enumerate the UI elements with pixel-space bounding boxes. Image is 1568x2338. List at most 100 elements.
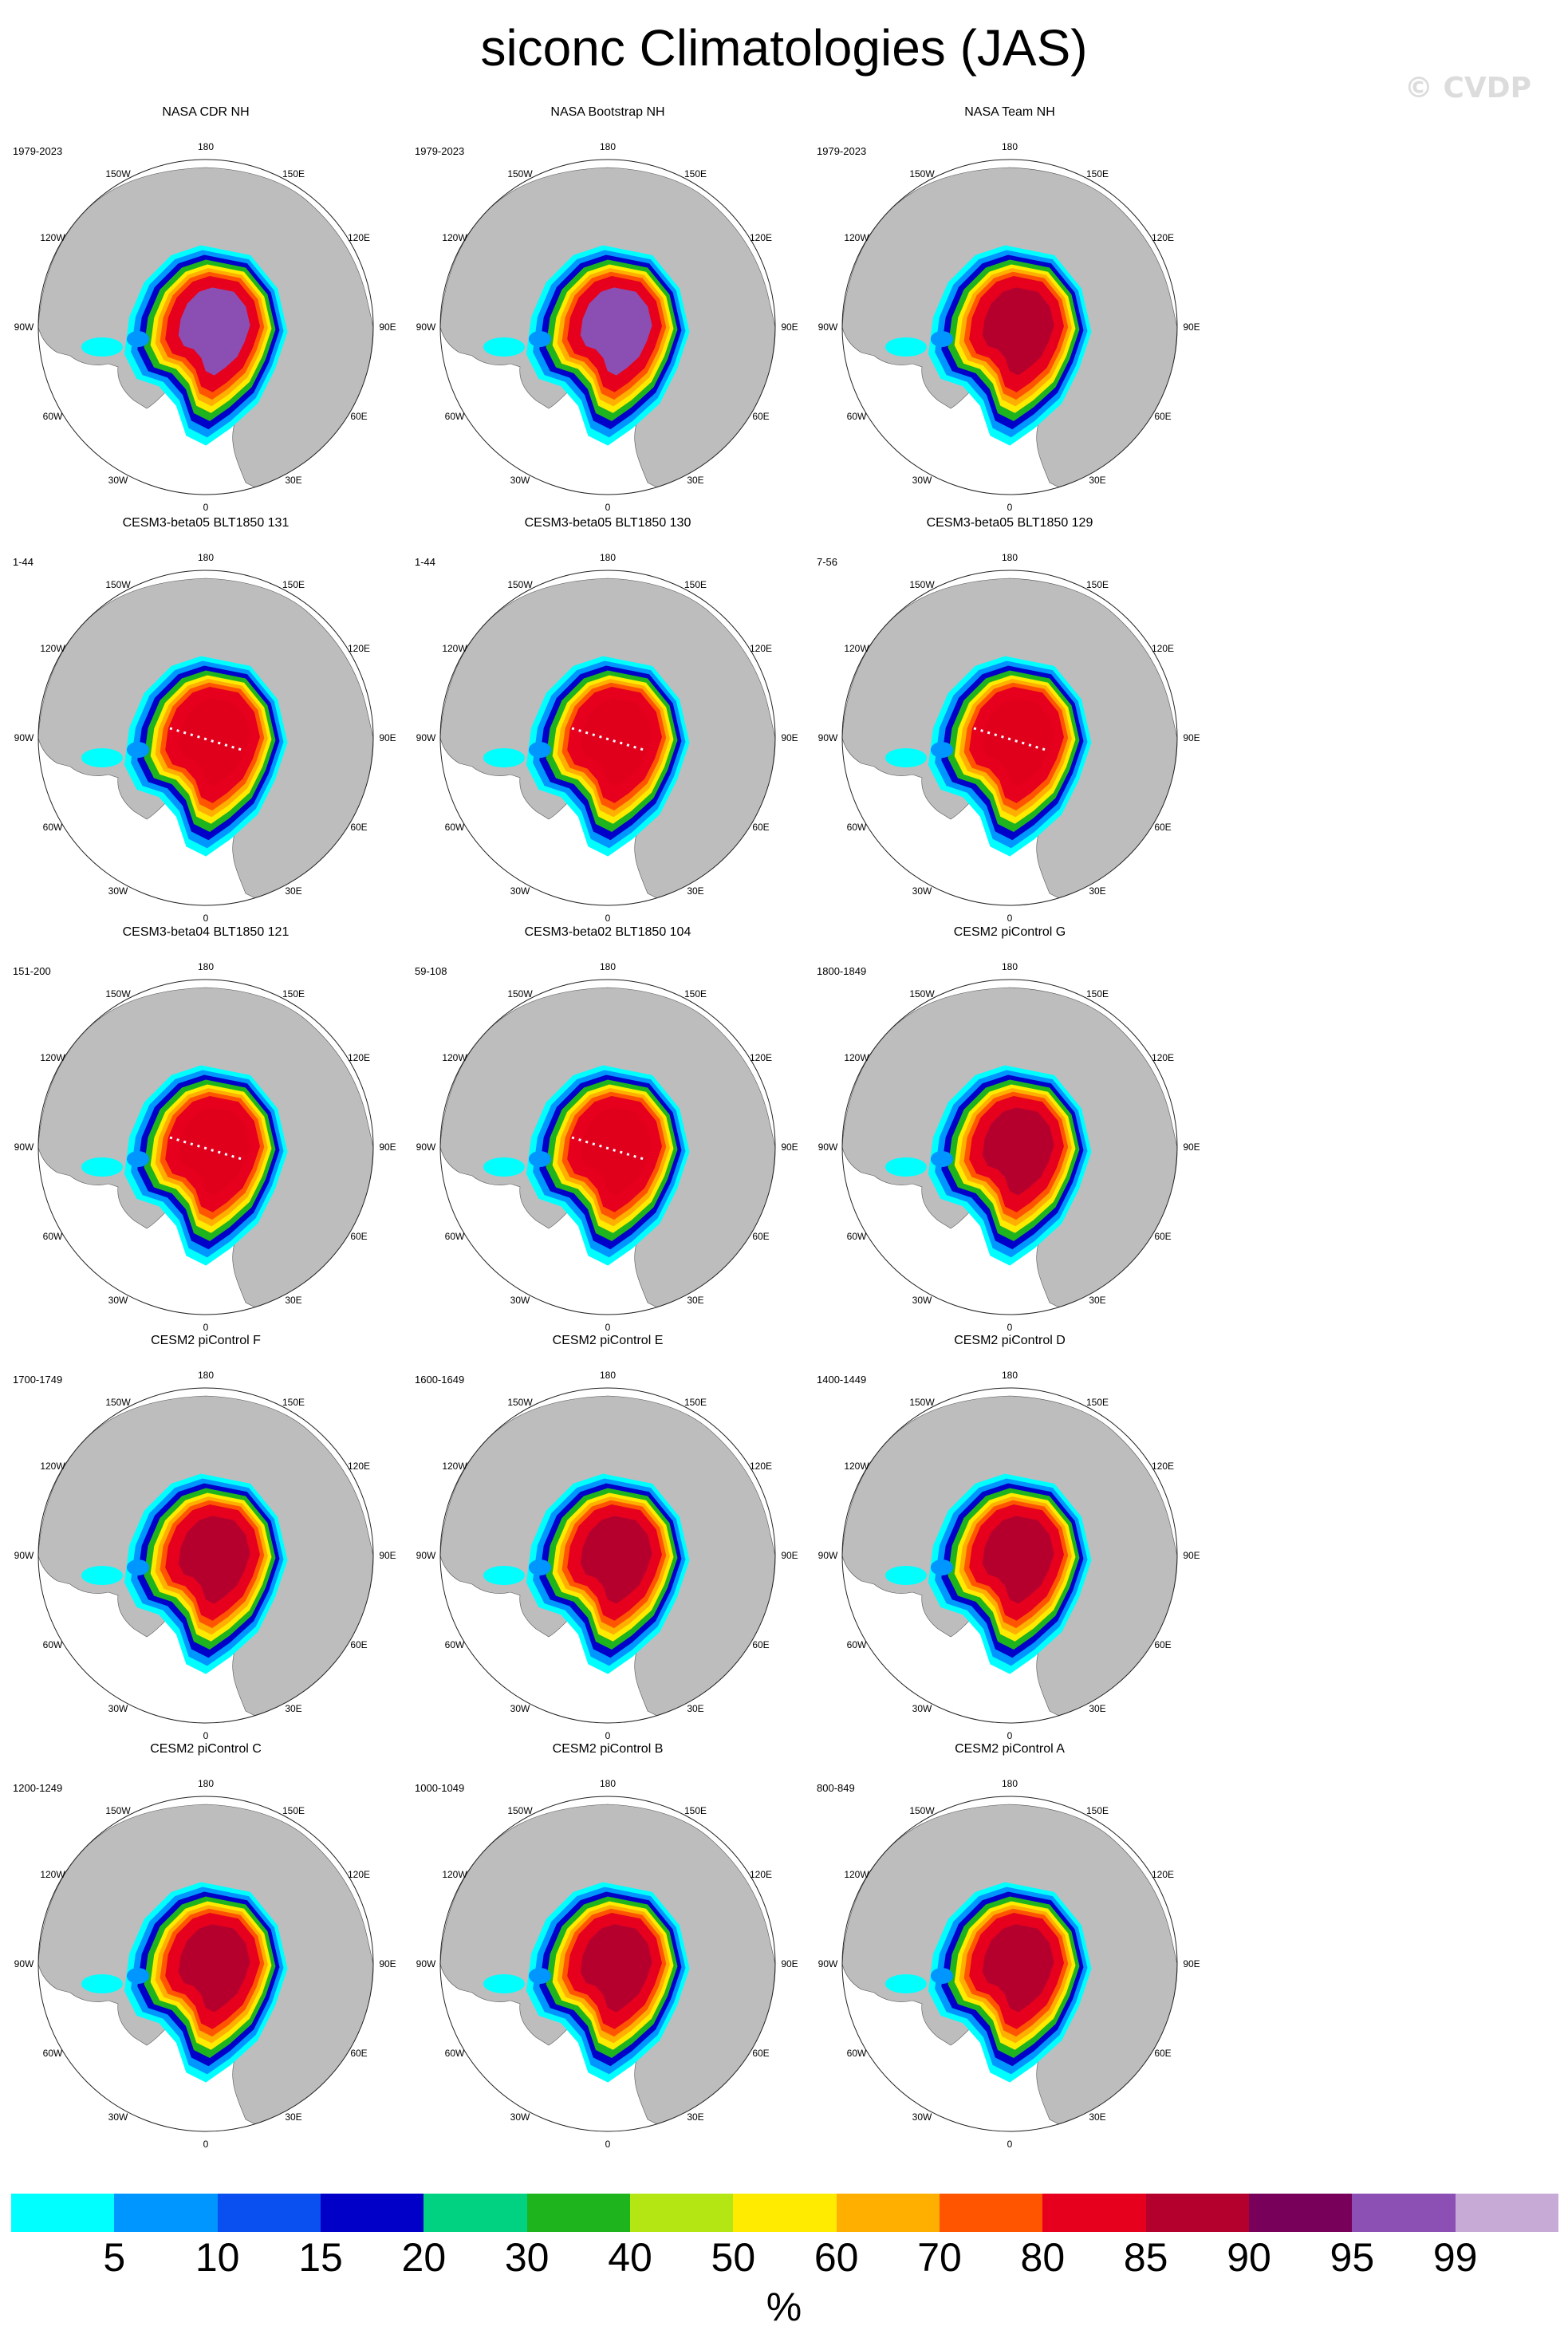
polar-map: [37, 1387, 374, 1724]
longitude-label: 60E: [350, 822, 368, 833]
map-border: [841, 1387, 1178, 1724]
longitude-label: 90W: [14, 1550, 34, 1561]
colorbar-swatch: [424, 2194, 527, 2232]
colorbar: [11, 2194, 1558, 2232]
colorbar-tick: 99: [1432, 2235, 1478, 2280]
longitude-label: 180: [599, 1370, 617, 1381]
longitude-label: 90W: [14, 732, 34, 743]
longitude-label: 120E: [347, 1052, 371, 1063]
longitude-label: 90W: [14, 321, 34, 333]
panel-period-label: 1200-1249: [13, 1782, 63, 1794]
panel-title: CESM2 piControl F: [151, 1334, 261, 1347]
map-content: [440, 160, 775, 495]
polar-map: [37, 979, 374, 1315]
ice-core: [580, 1107, 652, 1196]
map-panel: CESM3-beta05 BLT1850 130 1-44 180 0 150W 150E…: [408, 516, 807, 924]
ice-core: [982, 1107, 1054, 1196]
longitude-label: 0: [605, 1322, 611, 1333]
longitude-label: 120W: [442, 232, 467, 243]
map-border: [439, 159, 776, 495]
transect-line: [571, 727, 644, 751]
longitude-label: 180: [197, 1778, 215, 1789]
longitude-label: 120W: [844, 1461, 869, 1472]
map-content: [842, 1388, 1177, 1723]
longitude-label: 30E: [285, 1703, 302, 1714]
ice-patch: [81, 1157, 123, 1177]
longitude-label: 60W: [846, 411, 867, 422]
colorbar-swatch: [1455, 2194, 1558, 2232]
longitude-label: 120W: [40, 643, 65, 654]
ice-patch: [885, 1566, 927, 1585]
ice-patch: [529, 1559, 551, 1575]
longitude-label: 180: [197, 1370, 215, 1381]
longitude-label: 120E: [749, 232, 773, 243]
longitude-label: 150W: [909, 168, 935, 179]
longitude-label: 180: [1001, 552, 1018, 563]
map-panel: NASA CDR NH 1979-2023 180 0 150W 150E 120W 120E…: [6, 105, 405, 513]
longitude-label: 30W: [510, 1295, 530, 1306]
colorbar-tick: 20: [401, 2235, 447, 2280]
colorbar-tick: 60: [814, 2235, 859, 2280]
map-border: [841, 1796, 1178, 2132]
longitude-label: 90E: [379, 1141, 396, 1153]
transect-line: [169, 727, 242, 751]
longitude-label: 150W: [105, 579, 131, 590]
longitude-label: 60W: [42, 2048, 63, 2059]
colorbar-tick-labels: 5 10 15 20 30 40 50 60 70 80 85 90 95 99: [11, 2234, 1558, 2281]
panel-period-label: 1-44: [13, 556, 34, 568]
longitude-label: 120E: [1151, 643, 1175, 654]
longitude-label: 120W: [442, 643, 467, 654]
colorbar-unit-label: %: [766, 2285, 802, 2329]
colorbar-swatch: [733, 2194, 837, 2232]
panel-period-label: 1-44: [415, 556, 436, 568]
transect-line: [169, 1136, 242, 1161]
longitude-label: 60W: [444, 2048, 465, 2059]
longitude-label: 0: [1007, 1730, 1013, 1741]
panel-period-label: 1400-1449: [817, 1374, 867, 1386]
longitude-label: 30W: [912, 2111, 932, 2123]
longitude-label: 30E: [687, 2111, 704, 2123]
longitude-label: 150E: [282, 579, 305, 590]
longitude-label: 90E: [379, 1958, 396, 1969]
longitude-label: 180: [197, 961, 215, 972]
longitude-label: 60E: [1154, 411, 1172, 422]
ice-patch: [81, 1566, 123, 1585]
panel-title: NASA Bootstrap NH: [550, 105, 665, 119]
longitude-label: 30E: [687, 885, 704, 897]
ice-core: [178, 698, 250, 787]
ice-patch: [931, 742, 953, 758]
polar-map: [841, 159, 1178, 495]
ice-core: [982, 1924, 1054, 2013]
panel-period-label: 800-849: [817, 1782, 855, 1794]
map-content: [440, 1388, 775, 1723]
longitude-label: 60W: [444, 822, 465, 833]
longitude-label: 120E: [1151, 232, 1175, 243]
longitude-label: 90E: [1183, 1141, 1200, 1153]
ice-core: [982, 1516, 1054, 1604]
colorbar-tick: 5: [103, 2235, 126, 2280]
panel-period-label: 1600-1649: [415, 1374, 465, 1386]
ice-core: [580, 698, 652, 787]
longitude-label: 120W: [442, 1869, 467, 1880]
map-panel: CESM3-beta04 BLT1850 121 151-200 180 0 150W 1…: [6, 925, 405, 1333]
longitude-label: 60W: [444, 1231, 465, 1242]
longitude-label: 30W: [108, 1703, 128, 1714]
ice-patch: [127, 1968, 149, 1984]
ice-core: [982, 287, 1054, 376]
map-content: [440, 570, 775, 905]
longitude-label: 150E: [1085, 579, 1109, 590]
longitude-label: 90W: [416, 321, 436, 333]
panel-title: CESM2 piControl B: [552, 1742, 664, 1756]
longitude-label: 150E: [282, 988, 305, 999]
longitude-label: 120E: [749, 1869, 773, 1880]
ice-patch: [885, 748, 927, 767]
longitude-label: 120W: [40, 1052, 65, 1063]
ice-patch: [483, 748, 525, 767]
longitude-label: 150W: [507, 1805, 533, 1816]
colorbar-tick: 30: [504, 2235, 550, 2280]
longitude-label: 60W: [42, 1231, 63, 1242]
colorbar-swatch: [320, 2194, 424, 2232]
longitude-label: 30E: [687, 1295, 704, 1306]
map-border: [439, 979, 776, 1315]
longitude-label: 90W: [416, 1550, 436, 1561]
